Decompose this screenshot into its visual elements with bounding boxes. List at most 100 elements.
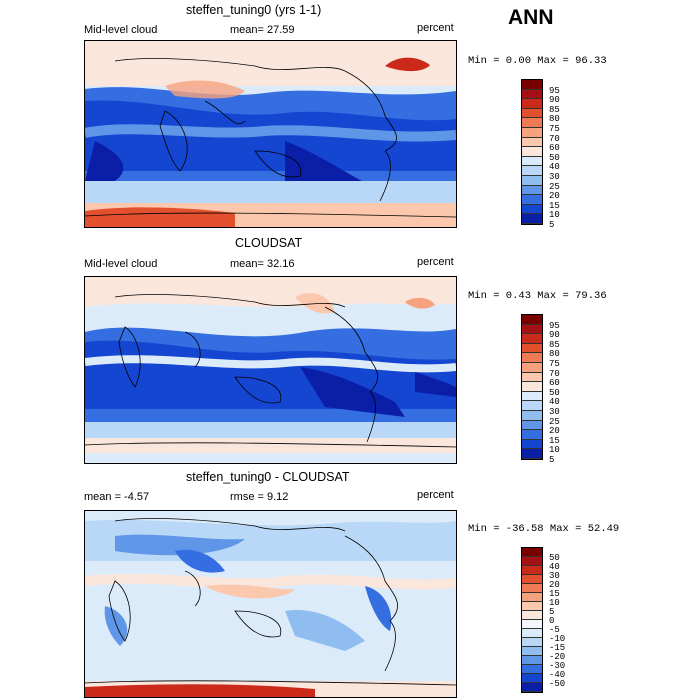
colorbar-tick-label: 80 <box>549 114 560 125</box>
colorbar-tick-label: 20 <box>549 426 560 437</box>
panel-1-map-svg <box>85 41 456 227</box>
colorbar-tick-label: -30 <box>549 661 566 671</box>
panel-1-minmax: Min = 0.00 Max = 96.33 <box>468 55 607 67</box>
panel-2-map <box>84 276 457 464</box>
colorbar-segment <box>522 665 542 674</box>
colorbar-tick-label: 50 <box>549 152 560 163</box>
colorbar-tick-label: 90 <box>549 95 560 106</box>
colorbar-segment <box>522 382 542 392</box>
panel-1-variable-label: Mid-level cloud <box>84 24 158 36</box>
colorbar-segment <box>522 401 542 411</box>
colorbar-segment <box>522 602 542 611</box>
colorbar-segment <box>522 611 542 620</box>
panel-1-units-label: percent <box>417 22 454 34</box>
colorbar-segment <box>522 566 542 575</box>
colorbar-tick-label: 10 <box>549 598 560 608</box>
panel-2-mean-label: mean= 32.16 <box>230 258 295 270</box>
panel-2-map-svg <box>85 277 456 463</box>
colorbar-tick-label: -20 <box>549 652 566 662</box>
colorbar-tick-label: 5 <box>549 455 555 465</box>
colorbar-segment <box>522 80 542 90</box>
colorbar-segment <box>522 137 542 148</box>
colorbar-segment <box>522 548 542 557</box>
colorbar-segment <box>522 391 542 402</box>
colorbar-segment <box>522 195 542 205</box>
colorbar-tick-label: 50 <box>549 553 560 563</box>
colorbar-tick-label: 75 <box>549 124 560 134</box>
panel-3-map-svg <box>85 511 456 697</box>
panel-3-minmax: Min = -36.58 Max = 52.49 <box>468 523 620 535</box>
season-label: ANN <box>508 6 554 29</box>
colorbar-tick-label: 90 <box>549 330 560 341</box>
colorbar-segment <box>522 683 542 692</box>
colorbar-segment <box>522 89 542 100</box>
colorbar-segment <box>522 449 542 459</box>
panel-2-variable-label: Mid-level cloud <box>84 258 158 270</box>
panel-3-mean-label: mean = -4.57 <box>84 491 150 503</box>
colorbar-tick-label: 20 <box>549 580 560 590</box>
colorbar-tick-label: -10 <box>549 634 566 644</box>
panel-3-title: steffen_tuning0 - CLOUDSAT <box>186 470 350 484</box>
colorbar-tick-label: -15 <box>549 643 566 653</box>
colorbar-tick-label: 95 <box>549 85 560 96</box>
colorbar-tick-label: 85 <box>549 104 560 115</box>
colorbar-tick-label: -40 <box>549 670 566 680</box>
colorbar-tick-label: 30 <box>549 172 560 182</box>
colorbar-tick-label: 60 <box>549 378 560 389</box>
colorbar-segment <box>522 593 542 602</box>
colorbar-segment <box>522 656 542 665</box>
colorbar-segment <box>522 620 542 629</box>
colorbar-tick-label: 40 <box>549 162 560 173</box>
colorbar-segment <box>522 118 542 128</box>
panel-1-map <box>84 40 457 228</box>
colorbar-segment <box>522 147 542 157</box>
colorbar-tick-label: 95 <box>549 320 560 331</box>
colorbar-segment <box>522 557 542 566</box>
colorbar-tick-label: 20 <box>549 191 560 202</box>
panel-2-units-label: percent <box>417 256 454 268</box>
panel-2-colorbar <box>521 314 543 460</box>
panel-1-mean-label: mean= 27.59 <box>230 24 295 36</box>
colorbar-tick-label: 85 <box>549 339 560 350</box>
colorbar-tick-label: 5 <box>549 220 555 230</box>
colorbar-tick-label: 70 <box>549 368 560 379</box>
colorbar-segment <box>522 175 542 186</box>
colorbar-tick-label: 25 <box>549 416 560 427</box>
panel-3-colorbar <box>521 547 543 693</box>
colorbar-tick-label: 0 <box>549 616 555 626</box>
colorbar-tick-label: 15 <box>549 200 560 211</box>
panel-3-rmse-label: rmse = 9.12 <box>230 491 289 503</box>
colorbar-tick-label: 40 <box>549 562 560 572</box>
colorbar-segment <box>522 362 542 373</box>
colorbar-segment <box>522 439 542 450</box>
colorbar-segment <box>522 166 542 176</box>
colorbar-tick-label: 75 <box>549 359 560 369</box>
colorbar-tick-label: 10 <box>549 210 560 221</box>
colorbar-segment <box>522 204 542 215</box>
colorbar-segment <box>522 638 542 647</box>
colorbar-tick-label: 10 <box>549 445 560 456</box>
colorbar-segment <box>522 629 542 638</box>
colorbar-segment <box>522 315 542 325</box>
colorbar-tick-label: 60 <box>549 143 560 154</box>
panel-3-units-label: percent <box>417 489 454 501</box>
colorbar-tick-label: 70 <box>549 133 560 144</box>
colorbar-segment <box>522 430 542 440</box>
panel-3-map <box>84 510 457 698</box>
colorbar-tick-label: 15 <box>549 589 560 599</box>
colorbar-segment <box>522 575 542 584</box>
panel-1-title: steffen_tuning0 (yrs 1-1) <box>186 3 322 17</box>
colorbar-segment <box>522 674 542 683</box>
colorbar-tick-label: 30 <box>549 571 560 581</box>
colorbar-tick-label: 30 <box>549 407 560 417</box>
panel-1-colorbar <box>521 79 543 225</box>
colorbar-tick-label: 50 <box>549 387 560 398</box>
colorbar-tick-label: 25 <box>549 181 560 192</box>
panel-2-minmax: Min = 0.43 Max = 79.36 <box>468 290 607 302</box>
colorbar-segment <box>522 99 542 109</box>
colorbar-tick-label: 15 <box>549 435 560 446</box>
colorbar-segment <box>522 584 542 593</box>
colorbar-tick-label: 5 <box>549 607 555 617</box>
colorbar-segment <box>522 127 542 138</box>
colorbar-segment <box>522 372 542 383</box>
